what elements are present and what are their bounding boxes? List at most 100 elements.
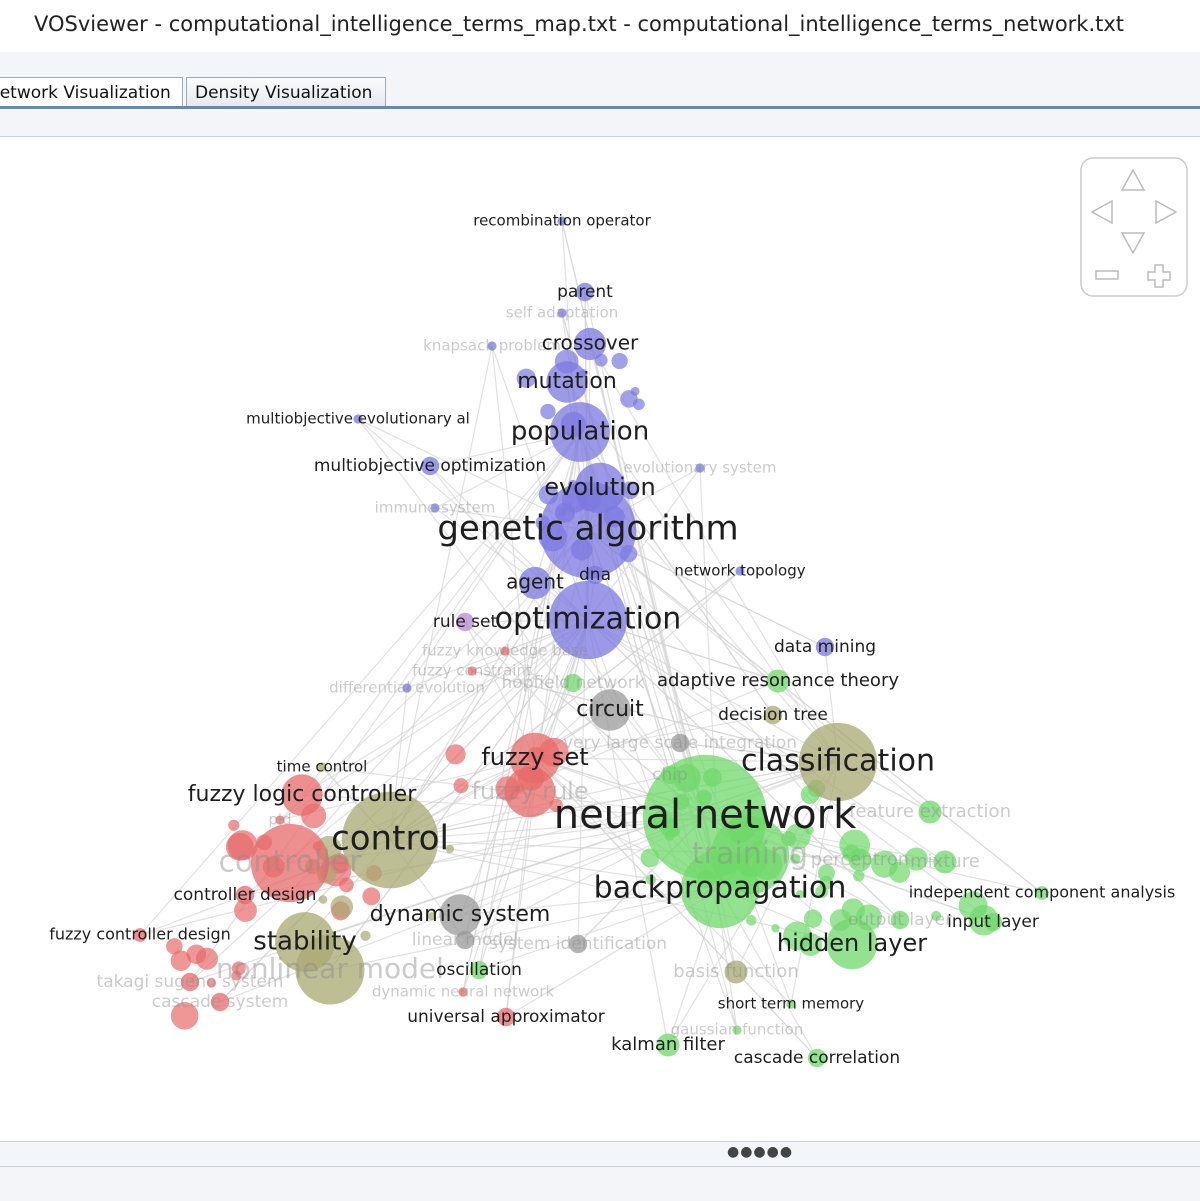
tab[interactable]: Network Visualization: [0, 77, 183, 106]
zoom-out[interactable]: [1095, 270, 1119, 280]
term-label: stability: [253, 927, 356, 957]
edge: [389, 839, 721, 890]
bubble: [166, 938, 183, 955]
bubble: [453, 778, 469, 794]
bubble: [557, 216, 567, 226]
edge: [389, 680, 779, 841]
edge: [505, 888, 721, 1018]
edge: [561, 312, 706, 818]
term-label: fuzzy knowledge base: [422, 642, 588, 660]
term-label: kalman filter: [611, 1034, 725, 1055]
term-label: evolution: [544, 473, 656, 501]
term-label: gaussian function: [671, 1021, 804, 1039]
nav-arrows[interactable]: [1090, 168, 1178, 255]
term-label: fuzzy rule: [471, 777, 588, 805]
edge: [790, 761, 839, 1005]
bubble: [568, 934, 588, 954]
nav-frame: [1080, 157, 1188, 297]
bubble: [341, 791, 439, 889]
bubble: [798, 722, 878, 802]
bubble: [295, 935, 365, 1005]
bubble: [360, 930, 371, 941]
bubble: [983, 912, 1003, 932]
term-label: input layer: [947, 912, 1039, 932]
term-label: hopfield network: [501, 673, 644, 693]
edge: [406, 431, 581, 689]
term-label: knapsack problem: [423, 337, 561, 355]
bubble: [853, 870, 865, 882]
bubble: [771, 924, 780, 933]
bubble: [620, 390, 638, 408]
bubble: [180, 972, 200, 992]
bubble: [430, 503, 440, 513]
navigation-control[interactable]: [1080, 157, 1188, 297]
term-label: oscillation: [436, 960, 522, 980]
bubble: [500, 646, 510, 656]
bubble: [807, 1048, 827, 1068]
bubble: [455, 930, 475, 950]
bubble: [732, 1025, 742, 1035]
bubble: [841, 898, 865, 922]
bubble: [931, 910, 942, 921]
term-label: agent: [506, 570, 564, 594]
bubble: [518, 566, 552, 600]
bubble: [746, 915, 757, 926]
zoom-in[interactable]: [1147, 264, 1171, 288]
term-label: system identification: [489, 934, 667, 954]
bubble: [958, 891, 988, 921]
tab-underline: [0, 106, 1200, 109]
bubble: [496, 1007, 516, 1027]
term-label: crossover: [542, 331, 639, 355]
bubble: [550, 402, 610, 462]
term-label: immune system: [375, 499, 496, 517]
term-label: classification: [741, 744, 935, 779]
term-label: decision tree: [718, 705, 828, 725]
term-label: multiobjective optimization: [314, 456, 546, 476]
tab[interactable]: Density Visualization: [186, 77, 386, 106]
bubble: [339, 877, 354, 893]
bubble: [784, 823, 811, 850]
bubble: [799, 933, 823, 957]
term-label: short term memory: [718, 995, 865, 1013]
bubble: [933, 850, 957, 874]
bubble: [724, 960, 748, 984]
bubble: [275, 815, 285, 825]
term-label: neural network: [554, 792, 857, 838]
term-label: takagi sugeno system: [97, 972, 284, 992]
bubble: [766, 669, 790, 693]
bubble: [504, 766, 556, 818]
splitter-grip[interactable]: ●●●●●: [727, 1144, 794, 1160]
window-title: VOSviewer - computational_intelligence_t…: [34, 12, 1125, 36]
bubble: [318, 895, 328, 904]
edge: [389, 761, 839, 841]
tab-bar: Network Visualization Density Visualizat…: [0, 52, 1200, 137]
bubble: [890, 910, 910, 930]
edge: [587, 619, 946, 863]
bubble: [210, 992, 230, 1012]
term-label: cascade correlation: [734, 1048, 900, 1068]
bubble: [317, 762, 327, 772]
network-map: recombination operator parent self adaptat…: [49, 157, 1188, 1069]
term-label: parent: [557, 282, 613, 302]
edge: [534, 757, 792, 1005]
term-label: control: [331, 819, 449, 859]
bubble: [467, 666, 477, 676]
edge: [478, 888, 721, 971]
bubble: [250, 823, 330, 903]
term-label: pid: [268, 811, 291, 829]
bubble: [735, 566, 745, 576]
bubble: [234, 899, 257, 922]
labels: recombination operator parent self adaptat…: [49, 212, 1175, 1069]
bubble: [195, 947, 218, 970]
edge: [587, 529, 1043, 894]
term-label: controller: [218, 845, 362, 880]
term-label: differential evolution: [329, 679, 485, 697]
bubble: [790, 853, 801, 864]
term-label: linear model: [412, 930, 518, 950]
bubble: [803, 909, 823, 928]
bubble: [231, 961, 246, 976]
bubble: [670, 733, 690, 753]
bubble: [402, 683, 412, 693]
edge: [534, 757, 818, 1059]
bubble: [458, 987, 468, 997]
